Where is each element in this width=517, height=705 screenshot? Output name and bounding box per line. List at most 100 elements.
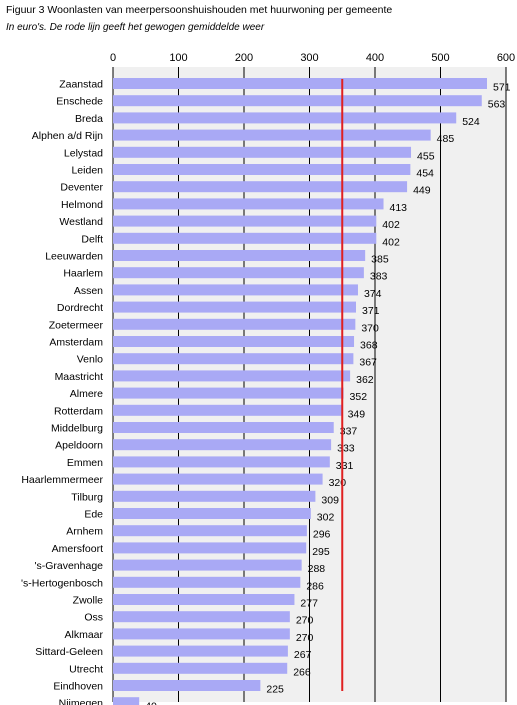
value-label: 349 (348, 408, 366, 420)
bar (113, 353, 354, 365)
bar (113, 387, 344, 399)
value-label: 371 (362, 305, 380, 317)
bar (113, 542, 307, 554)
value-label: 288 (308, 563, 326, 575)
bar (113, 697, 140, 705)
category-label: Amsterdam (49, 337, 103, 349)
value-label: 367 (359, 357, 377, 369)
bar (113, 129, 431, 141)
value-label: 277 (300, 598, 318, 610)
value-label: 225 (266, 684, 284, 696)
bar (113, 456, 330, 468)
bar (113, 422, 334, 433)
category-label: Haarlem (63, 268, 103, 280)
bar (113, 680, 261, 691)
category-label: Utrecht (69, 663, 103, 675)
category-label: Leeuwarden (45, 251, 103, 263)
category-label: Delft (81, 233, 103, 245)
bar (113, 404, 342, 416)
bar (113, 215, 377, 227)
category-label: Almere (70, 388, 103, 400)
category-label: Arnhem (66, 526, 103, 538)
bar (113, 473, 323, 485)
category-label: Middelburg (51, 423, 103, 435)
category-label: Haarlemmermeer (21, 474, 103, 486)
x-tick-label: 400 (366, 52, 384, 64)
category-label: Tilburg (71, 491, 103, 503)
bar (113, 594, 295, 605)
category-label: Helmond (61, 199, 103, 211)
value-label: 333 (337, 443, 355, 455)
category-label: Leiden (71, 165, 103, 177)
bar (113, 490, 316, 502)
value-label: 368 (360, 340, 378, 352)
value-label: 302 (317, 512, 335, 524)
bar (113, 301, 357, 313)
value-label: 286 (306, 580, 324, 592)
value-label: 320 (329, 477, 347, 489)
value-label: 267 (294, 649, 312, 661)
chart-subtitle: In euro's. De rode lijn geeft het gewoge… (6, 22, 265, 33)
bar (113, 267, 364, 279)
bar (113, 318, 356, 330)
value-label: 270 (296, 632, 314, 644)
x-tick-label: 600 (497, 52, 515, 64)
value-label: 413 (390, 202, 408, 214)
value-label: 309 (321, 494, 339, 506)
category-label: Zoetermeer (49, 319, 104, 331)
value-label: 331 (336, 460, 354, 472)
category-label: Breda (75, 113, 103, 125)
bar (113, 370, 351, 382)
category-label: Enschede (56, 96, 103, 108)
bar (113, 284, 358, 296)
bar (113, 95, 482, 107)
value-label: 295 (312, 546, 330, 558)
value-label: 337 (340, 426, 358, 438)
value-label: 454 (416, 168, 434, 180)
x-tick-label: 0 (110, 52, 116, 64)
category-label: Ede (84, 509, 103, 521)
value-label: 370 (361, 322, 379, 334)
category-label: 's-Hertogenbosch (21, 577, 103, 589)
bar (113, 525, 307, 537)
value-label: 449 (413, 185, 431, 197)
value-label: 270 (296, 615, 314, 627)
category-label: Sittard-Geleen (35, 646, 103, 658)
category-label: Emmen (67, 457, 103, 469)
chart-title: Figuur 3 Woonlasten van meerpersoonshuis… (6, 4, 393, 16)
category-label: Venlo (77, 354, 103, 366)
value-label: 383 (370, 271, 388, 283)
value-label: 524 (462, 116, 480, 128)
value-label: 571 (493, 82, 511, 94)
bar (113, 164, 411, 175)
category-label: Nijmegen (59, 698, 104, 705)
bar (113, 232, 377, 244)
value-label: 563 (488, 99, 506, 111)
bar (113, 439, 332, 451)
category-label: Assen (74, 285, 103, 297)
value-label: 374 (364, 288, 382, 300)
category-label: Westland (59, 216, 103, 228)
bar (113, 181, 408, 193)
bar (113, 78, 488, 89)
value-label: 362 (356, 374, 374, 386)
category-label: Eindhoven (53, 681, 103, 693)
value-label: 402 (382, 236, 400, 248)
x-tick-label: 500 (431, 52, 449, 64)
value-label: 352 (350, 391, 368, 403)
bar (113, 336, 355, 347)
category-label: Amersfoort (52, 543, 103, 555)
value-label: 402 (382, 219, 400, 231)
category-label: Dordrecht (57, 302, 103, 314)
bar (113, 611, 290, 623)
x-tick-label: 300 (300, 52, 318, 64)
bar (113, 628, 290, 640)
value-label: 40 (145, 701, 157, 705)
value-label: 385 (371, 254, 389, 266)
category-label: Alphen a/d Rijn (32, 130, 103, 142)
bar (113, 146, 412, 158)
x-tick-label: 100 (169, 52, 187, 64)
value-label: 485 (437, 133, 455, 145)
category-label: Deventer (60, 182, 103, 194)
